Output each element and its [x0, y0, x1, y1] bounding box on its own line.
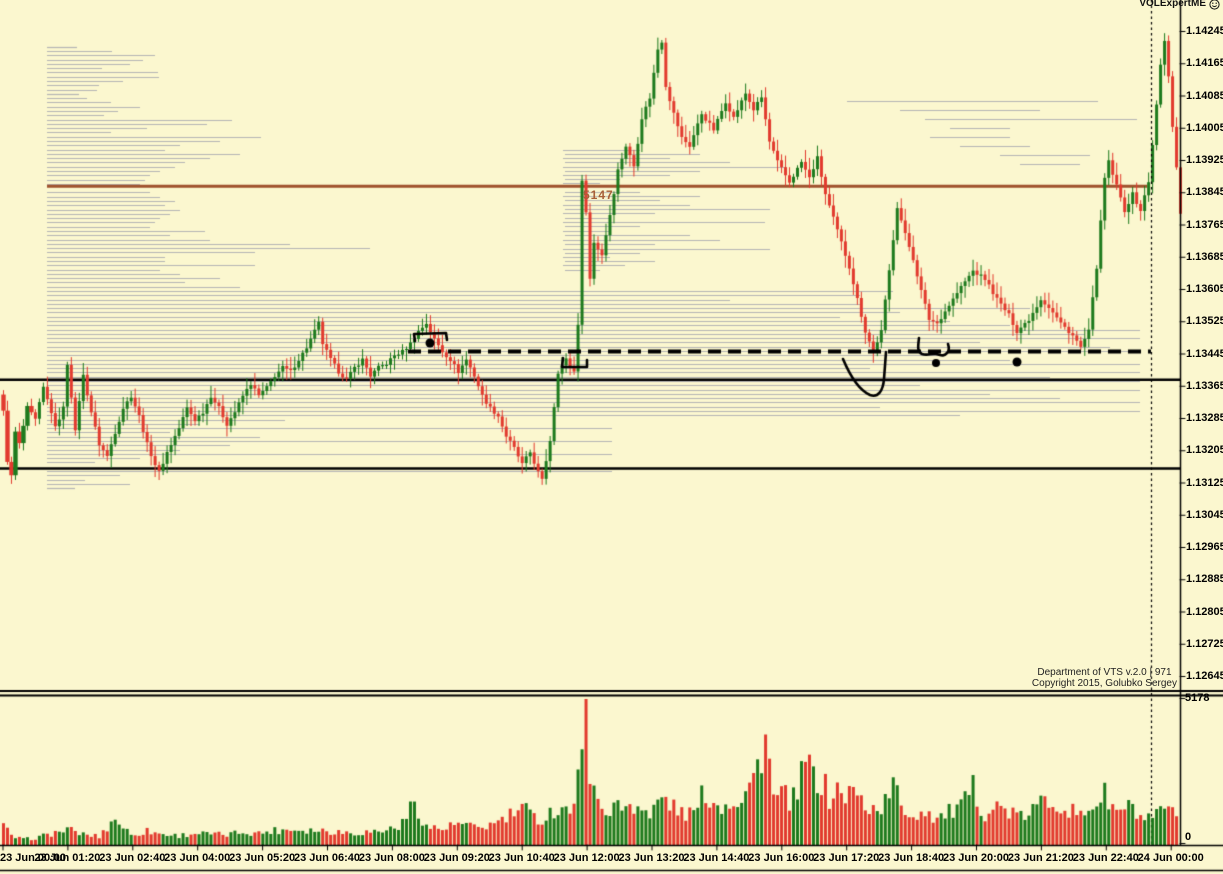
price-axis-label: 1.13285	[1186, 412, 1223, 424]
price-axis-label: 1.13125	[1186, 476, 1223, 489]
price-axis-label: 1.13365	[1186, 379, 1223, 392]
price-axis-label: 1.13525	[1186, 315, 1223, 328]
time-axis-label: 23 Jun 09:20	[423, 852, 490, 864]
time-axis-label: 23 Jun 06:40	[293, 852, 361, 864]
time-axis-label: 23 Jun 04:00	[164, 852, 231, 864]
price-axis-label: 1.13445	[1186, 347, 1223, 360]
watermark-line1: Department of VTS v.2.0 | 971	[1037, 667, 1172, 678]
price-axis-label: 1.13845	[1186, 186, 1223, 199]
time-axis-label: 23 Jun 10:40	[488, 852, 555, 864]
time-axis-label: 23 Jun 12:00	[553, 852, 620, 864]
time-axis-label: 23 Jun 22:40	[1072, 852, 1139, 864]
price-axis-label: 1.13925	[1186, 154, 1223, 166]
price-axis-label: 1.13765	[1186, 218, 1223, 231]
price-axis-label: 1.13685	[1186, 250, 1223, 263]
price-axis[interactable]: 1.14245 1.14165 1.14085 1.14005 1.13925 1.138…	[1183, 0, 1223, 690]
time-axis-label: 23 Jun 00:00	[0, 852, 67, 864]
volume-axis-max-label: 5178	[1185, 692, 1210, 704]
price-axis-label: 1.13205	[1186, 444, 1223, 457]
time-axis-label: 23 Jun 13:20	[618, 852, 685, 864]
time-axis-label: 23 Jun 08:00	[358, 852, 425, 864]
price-axis-label: 1.13045	[1186, 508, 1223, 521]
time-axis-label: 23 Jun 16:00	[748, 852, 815, 864]
time-axis-label: 23 Jun 05:20	[229, 852, 296, 864]
time-axis-label: 23 Jun 17:20	[813, 852, 880, 864]
time-axis-label: 23 Jun 14:40	[683, 852, 750, 864]
volume-axis-min-label: 0	[1185, 831, 1192, 843]
smiley-icon	[1209, 0, 1220, 10]
price-axis-label: 1.12645	[1186, 670, 1223, 682]
time-axis-label: 23 Jun 18:40	[878, 852, 945, 864]
time-axis[interactable]: 23 Jun 00:00 23 Jun 01:20 23 Jun 02:40 23 J…	[0, 849, 1223, 874]
time-axis-label: 23 Jun 21:20	[1007, 852, 1074, 864]
price-axis-label: 1.12885	[1186, 573, 1223, 586]
price-axis-label: 1.12965	[1186, 541, 1223, 553]
indicator-brand: VOLExpertME	[1139, 0, 1220, 10]
brand-label: VOLExpertME	[1139, 0, 1206, 9]
time-axis-label: 24 Jun 00:00	[1137, 852, 1204, 864]
price-axis-label: 1.13605	[1186, 283, 1223, 295]
price-axis-label: 1.12805	[1186, 605, 1223, 618]
time-axis-label: 23 Jun 20:00	[942, 852, 1010, 864]
price-axis-label: 1.14165	[1186, 57, 1223, 70]
price-axis-label: 1.14085	[1186, 89, 1223, 102]
price-axis-label: 1.14005	[1186, 121, 1223, 134]
watermark-line2: Copyright 2015, Golubko Sergey	[1031, 678, 1177, 689]
watermark: Department of VTS v.2.0 | 971 Copyright …	[1032, 667, 1177, 689]
time-axis-label: 23 Jun 02:40	[99, 852, 166, 864]
price-axis-label: 1.12725	[1186, 637, 1223, 650]
poc-volume-label: 5147	[583, 188, 614, 202]
time-axis-label: 23 Jun 01:20	[34, 852, 101, 864]
price-axis-label: 1.14245	[1186, 25, 1223, 37]
